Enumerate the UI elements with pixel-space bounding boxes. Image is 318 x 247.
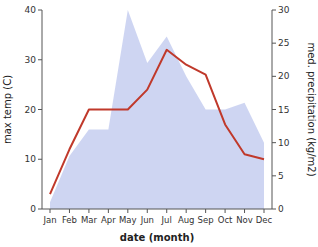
x-tick-label: Feb (62, 215, 77, 225)
y2-tick (272, 76, 276, 77)
y2-tick-label: 0 (278, 204, 284, 214)
y2-tick (272, 10, 276, 11)
x-tick (166, 209, 167, 213)
x-tick-label: Dec (256, 215, 273, 225)
x-tick-label: Apr (101, 215, 116, 225)
y-tick (38, 159, 42, 160)
x-tick (147, 209, 148, 213)
y-tick-label: 0 (30, 204, 36, 214)
axes: 0 10 20 30 40 0 5 10 15 20 25 30 Jan Feb MarAprMayJun J… (25, 5, 290, 225)
x-tick (244, 209, 245, 213)
y2-axis-label: med. precipitation (kg/m2) (306, 42, 317, 176)
y-tick (38, 109, 42, 110)
y2-tick-label: 25 (278, 38, 289, 48)
y-axis-label: max temp (C) (2, 75, 13, 144)
x-tick-label: Nov (236, 215, 253, 225)
x-tick-label: May (119, 215, 137, 225)
x-tick-label: Sep (198, 215, 214, 225)
y2-tick-label: 20 (278, 71, 290, 81)
precipitation-area (50, 10, 264, 209)
x-tick (50, 209, 51, 213)
y-tick (38, 10, 42, 11)
y-tick-label: 30 (25, 55, 37, 65)
y2-tick-label: 15 (278, 105, 289, 115)
plot-area (50, 10, 264, 209)
y-tick-label: 40 (25, 5, 37, 15)
x-tick-label: Jan (42, 215, 56, 225)
y-tick-label: 10 (25, 154, 37, 164)
y-tick (38, 209, 42, 210)
chart: 0 10 20 30 40 0 5 10 15 20 25 30 Jan Feb MarAprMayJun J… (0, 0, 318, 247)
temperature-line (50, 50, 264, 194)
y-tick (38, 59, 42, 60)
x-tick (69, 209, 70, 213)
x-tick (225, 209, 226, 213)
y2-tick (272, 175, 276, 176)
y2-tick (272, 209, 276, 210)
x-tick-label: Jun (140, 215, 154, 225)
x-axis-line (42, 209, 272, 210)
x-tick (108, 209, 109, 213)
y2-tick (272, 43, 276, 44)
y-tick-label: 20 (25, 105, 37, 115)
x-tick (186, 209, 187, 213)
x-tick (264, 209, 265, 213)
x-tick-label: Jul (161, 215, 172, 225)
x-tick-label: Mar (81, 215, 98, 225)
x-tick (205, 209, 206, 213)
chart-container: 0 10 20 30 40 0 5 10 15 20 25 30 Jan Feb MarAprMayJun J… (0, 0, 318, 247)
x-tick (88, 209, 89, 213)
x-tick-label: Oct (218, 215, 233, 225)
y2-tick-label: 30 (278, 5, 290, 15)
y2-tick-label: 10 (278, 138, 290, 148)
y2-tick (272, 142, 276, 143)
x-axis-label: date (month) (120, 232, 194, 243)
y2-tick (272, 109, 276, 110)
x-tick (127, 209, 128, 213)
x-tick-label: Aug (178, 215, 195, 225)
y2-tick-label: 5 (278, 171, 284, 181)
